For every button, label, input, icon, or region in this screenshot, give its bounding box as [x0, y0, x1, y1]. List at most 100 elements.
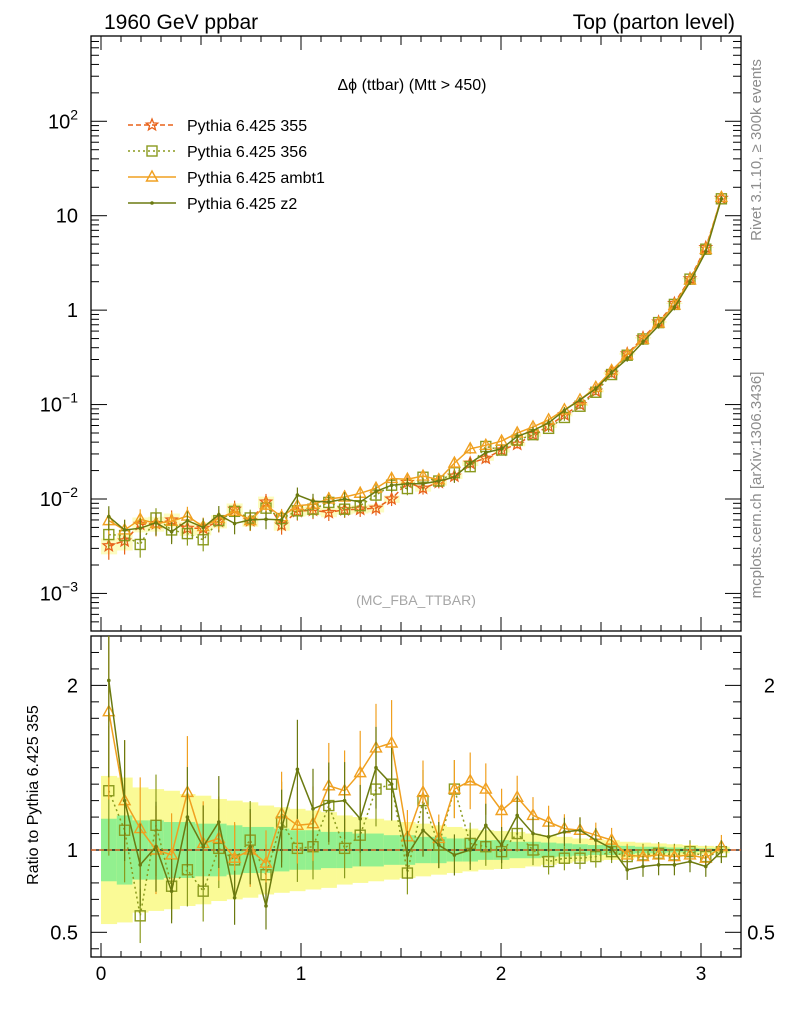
ratio-data-point — [154, 844, 158, 849]
main-series-2 — [102, 190, 729, 544]
x-tick-label: 3 — [696, 964, 707, 985]
main-data-point — [295, 493, 300, 497]
main-data-point — [154, 520, 158, 525]
main-data-point — [499, 447, 504, 451]
ratio-data-point — [232, 895, 237, 900]
legend-marker — [150, 201, 154, 205]
legend-entry-label: Pythia 6.425 ambt1 — [187, 170, 325, 187]
ratio-y-tick-label-right: 1 — [764, 840, 775, 862]
ratio-data-point — [574, 852, 586, 864]
ratio-data-point — [138, 863, 142, 867]
ratio-data-point — [295, 767, 300, 772]
main-y-tick-label: 10 — [56, 206, 78, 228]
main-data-point — [107, 514, 111, 519]
ratio-data-point — [217, 820, 221, 824]
ratio-data-point — [389, 782, 394, 786]
ratio-plot-frame — [90, 635, 742, 958]
ratio-data-point — [558, 852, 571, 864]
ratio-data-point — [463, 773, 477, 786]
ratio-series-line — [108, 783, 722, 916]
x-tick-label: 1 — [296, 964, 307, 985]
ratio-data-point — [107, 678, 111, 683]
main-data-point — [327, 500, 331, 504]
main-data-point — [405, 481, 410, 486]
ratio-data-point — [405, 853, 410, 857]
legend-marker — [144, 117, 160, 132]
ratio-data-point — [437, 843, 441, 847]
ratio-data-point — [531, 831, 535, 836]
main-data-point — [704, 249, 708, 254]
main-data-point — [463, 441, 477, 454]
ratio-data-point — [452, 853, 457, 857]
ratio-y-axis-label: Ratio to Pythia 6.425 355 — [25, 705, 42, 885]
main-data-point — [138, 526, 142, 531]
main-data-point — [688, 280, 692, 284]
ratio-data-point — [374, 765, 378, 770]
legend-entry-label: Pythia 6.425 356 — [187, 144, 307, 161]
main-data-point — [573, 392, 587, 405]
main-data-point — [122, 528, 127, 532]
main-data-point — [715, 193, 728, 205]
main-data-point — [421, 481, 425, 486]
ratio-data-point — [384, 735, 399, 748]
main-data-point — [201, 525, 205, 530]
main-data-point — [672, 305, 677, 310]
main-data-point — [321, 504, 337, 519]
main-data-point — [311, 499, 315, 503]
ratio-series-line — [108, 680, 722, 907]
ratio-data-point — [494, 803, 509, 816]
rivet-version-label: Rivet 3.1.10, ≥ 300k events — [748, 59, 765, 241]
main-data-point — [447, 455, 462, 468]
main-data-point — [232, 521, 237, 526]
header-left: 1960 GeV ppbar — [104, 11, 258, 34]
ratio-data-point — [719, 849, 724, 854]
ratio-data-point — [656, 863, 661, 867]
ratio-data-point — [672, 863, 677, 867]
ratio-data-point — [499, 843, 504, 847]
main-data-point — [656, 323, 661, 328]
main-data-point — [415, 480, 431, 495]
ratio-data-point — [609, 846, 614, 851]
main-data-point — [217, 513, 221, 517]
main-data-point — [468, 461, 473, 465]
ratio-data-point — [594, 838, 598, 842]
main-data-point — [609, 370, 614, 375]
ratio-series-line — [108, 711, 722, 865]
main-series-line — [108, 197, 723, 531]
ratio-data-point — [578, 828, 582, 833]
legend-entry-label: Pythia 6.425 355 — [187, 118, 307, 135]
main-data-point — [248, 518, 252, 522]
ratio-data-point — [562, 830, 567, 834]
ratio-y-tick-label-left: 1 — [67, 840, 78, 862]
main-series-line — [108, 198, 723, 546]
main-data-point — [484, 450, 488, 455]
ratio-data-point — [358, 816, 363, 821]
ratio-data-point — [515, 813, 519, 818]
ratio-data-point — [342, 798, 347, 803]
ratio-y-tick-label-right: 0.5 — [747, 922, 775, 944]
main-series-line — [108, 198, 723, 547]
main-y-tick-label: 10−2 — [40, 484, 78, 511]
main-plot-title: Δϕ (ttbar) (Mtt > 450) — [337, 77, 486, 94]
main-data-point — [279, 518, 284, 522]
main-data-point — [719, 197, 724, 201]
x-tick-label: 0 — [96, 964, 107, 985]
ratio-data-point — [169, 889, 174, 893]
ratio-data-point — [479, 781, 493, 794]
ratio-data-point — [248, 844, 252, 849]
main-data-point — [562, 408, 567, 413]
ratio-data-point — [704, 864, 708, 869]
main-data-point — [264, 517, 268, 522]
x-tick-label: 2 — [496, 964, 507, 985]
main-data-point — [437, 479, 441, 483]
ratio-data-point — [338, 842, 351, 855]
main-data-point — [259, 497, 273, 510]
legend: Pythia 6.425 355 Pythia 6.425 356 Pythia 6… — [128, 117, 325, 213]
main-data-point — [290, 498, 305, 511]
main-y-tick-label: 102 — [48, 106, 78, 133]
ratio-data-point — [484, 823, 488, 828]
main-data-point — [384, 491, 400, 506]
main-series-3 — [107, 196, 724, 545]
ratio-data-point — [290, 817, 305, 831]
